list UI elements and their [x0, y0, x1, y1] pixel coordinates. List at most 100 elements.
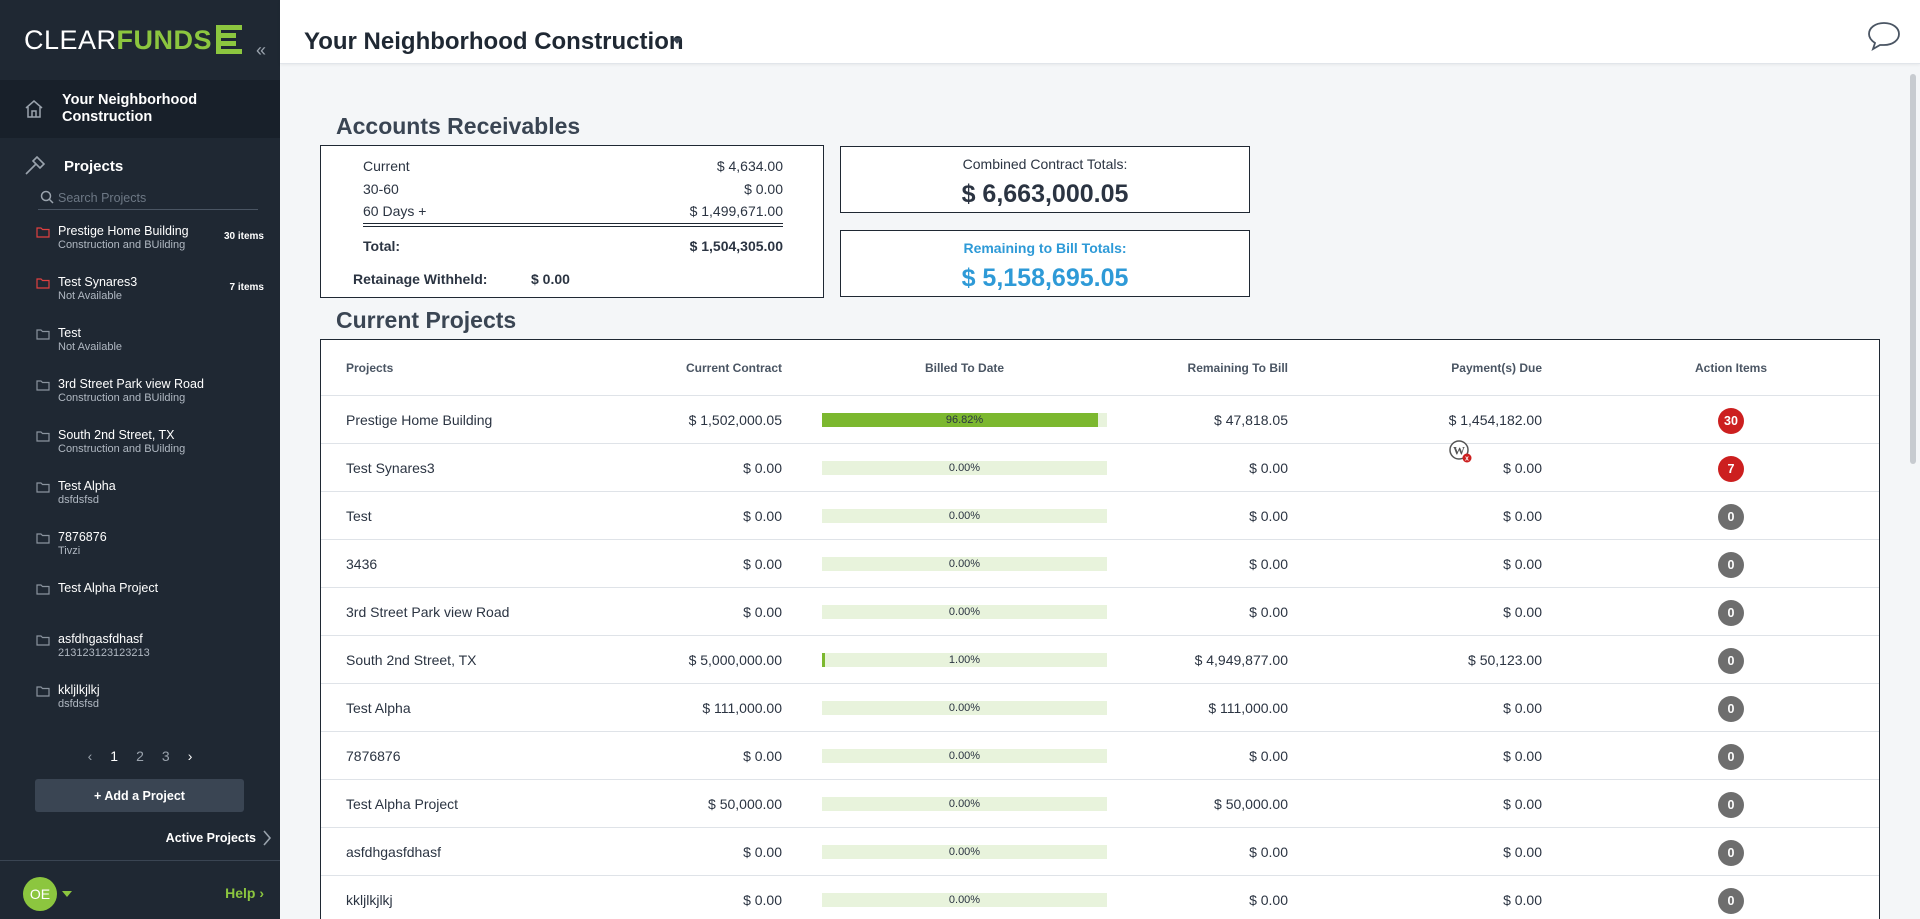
search-projects-input[interactable] [58, 190, 248, 205]
remaining-to-bill-cell: $ 47,818.05 [1214, 412, 1288, 428]
action-items-badge[interactable]: 0 [1718, 696, 1744, 722]
billed-percent: 0.00% [948, 798, 981, 810]
billed-progress-bar: 1.00% [822, 653, 1107, 667]
clearfunds-logo[interactable]: CLEAR FUNDS [24, 23, 243, 57]
billed-progress-bar: 0.00% [822, 605, 1107, 619]
page-1[interactable]: 1 [110, 748, 119, 764]
current-contract-cell: $ 0.00 [743, 844, 782, 860]
project-subtitle: Tivzi [58, 545, 81, 557]
col-billed-to-date[interactable]: Billed To Date [924, 361, 1005, 375]
search-icon [40, 190, 54, 204]
payments-due-cell: $ 0.00 [1503, 556, 1542, 572]
sidebar-project-item[interactable]: kkljlkjlkj dsfdsfsd [0, 681, 280, 732]
sidebar-project-item[interactable]: Prestige Home Building Construction and B… [0, 222, 280, 273]
action-items-badge[interactable]: 0 [1718, 504, 1744, 530]
table-row[interactable]: 7876876 $ 0.00 0.00% $ 0.00 $ 0.00 0 [321, 732, 1879, 780]
project-name-cell[interactable]: 3436 [346, 556, 378, 572]
project-name-cell[interactable]: asfdhgasfdhasf [346, 844, 441, 860]
folder-icon [36, 278, 50, 289]
collapse-sidebar-icon[interactable]: « [255, 40, 266, 60]
project-search [38, 186, 258, 210]
col-action-items[interactable]: Action Items [1694, 361, 1767, 375]
avatar[interactable]: OE [23, 877, 57, 911]
billed-percent: 0.00% [948, 462, 981, 474]
remaining-to-bill-cell: $ 111,000.00 [1208, 700, 1288, 716]
action-items-badge[interactable]: 0 [1718, 552, 1744, 578]
caret-down-icon[interactable] [62, 891, 72, 897]
current-contract-cell: $ 0.00 [743, 508, 782, 524]
sidebar-project-item[interactable]: Test Not Available [0, 324, 280, 375]
action-items-badge[interactable]: 30 [1718, 408, 1744, 434]
project-info: kkljlkjlkj dsfdsfsd [58, 683, 100, 711]
sidebar-project-item[interactable]: Test Synares3 Not Available 7 items [0, 273, 280, 324]
action-items-badge[interactable]: 0 [1718, 792, 1744, 818]
action-items-badge[interactable]: 0 [1718, 840, 1744, 866]
accounts-receivables-heading: Accounts Receivables [336, 113, 581, 139]
help-link[interactable]: Help › [225, 885, 264, 901]
col-payments-due[interactable]: Payment(s) Due [1451, 361, 1542, 375]
action-items-badge[interactable]: 0 [1718, 648, 1744, 674]
sidebar-project-item[interactable]: asfdhgasfdhasf 213123123123213 [0, 630, 280, 681]
table-row[interactable]: Test Alpha Project $ 50,000.00 0.00% $ 50,0… [321, 780, 1879, 828]
project-name-cell[interactable]: 3rd Street Park view Road [346, 604, 510, 620]
caret-down-icon[interactable] [672, 38, 682, 44]
ar-value: $ 4,634.00 [716, 158, 783, 174]
sidebar-project-item[interactable]: Test Alpha dsfdsfsd [0, 477, 280, 528]
page-3[interactable]: 3 [161, 748, 170, 764]
project-info: 3rd Street Park view Road Construction an… [58, 377, 204, 405]
sidebar-project-item[interactable]: Test Alpha Project [0, 579, 280, 630]
projects-label: Projects [64, 157, 124, 175]
table-row[interactable]: Test Alpha $ 111,000.00 0.00% $ 111,000.00 $… [321, 684, 1879, 732]
progress-fill [822, 413, 1098, 427]
project-name-cell[interactable]: Test Alpha Project [346, 796, 459, 812]
table-row[interactable]: Test Synares3 $ 0.00 0.00% $ 0.00 $ 0.00 7 [321, 444, 1879, 492]
project-name-cell[interactable]: Test Alpha [346, 700, 411, 716]
project-subtitle: Construction and BUilding [58, 392, 186, 404]
ar-value: $ 1,499,671.00 [689, 203, 783, 219]
project-name-cell[interactable]: South 2nd Street, TX [346, 652, 477, 668]
action-items-badge[interactable]: 0 [1718, 888, 1744, 914]
sidebar-project-item[interactable]: 3rd Street Park view Road Construction an… [0, 375, 280, 426]
project-name-cell[interactable]: Test Synares3 [346, 460, 435, 476]
next-page-icon[interactable]: › [187, 748, 193, 764]
billed-percent: 0.00% [948, 846, 981, 858]
company-selector-title[interactable]: Your Neighborhood Construction [304, 28, 684, 55]
project-info: 7876876 Tivzi [58, 530, 107, 558]
sidebar-project-item[interactable]: 7876876 Tivzi [0, 528, 280, 579]
folder-icon [36, 329, 50, 340]
project-name-cell[interactable]: Test [346, 508, 372, 524]
project-name-cell[interactable]: 7876876 [346, 748, 401, 764]
sidebar-item-projects[interactable]: Projects [0, 138, 280, 176]
table-row[interactable]: Test $ 0.00 0.00% $ 0.00 $ 0.00 0 [321, 492, 1879, 540]
chat-icon[interactable] [1866, 20, 1902, 52]
col-remaining-to-bill[interactable]: Remaining To Bill [1187, 361, 1288, 375]
table-row[interactable]: 3436 $ 0.00 0.00% $ 0.00 $ 0.00 0 [321, 540, 1879, 588]
action-items-badge[interactable]: 7 [1718, 456, 1744, 482]
add-project-button[interactable]: + Add a Project [35, 779, 244, 812]
prev-page-icon[interactable]: ‹ [87, 748, 93, 764]
table-row[interactable]: Prestige Home Building $ 1,502,000.05 96.8… [321, 396, 1879, 444]
active-projects-link[interactable]: Active Projects [166, 829, 272, 847]
action-items-badge[interactable]: 0 [1718, 600, 1744, 626]
table-row[interactable]: South 2nd Street, TX $ 5,000,000.00 1.00% $… [321, 636, 1879, 684]
project-name-cell[interactable]: kkljlkjlkj [346, 892, 393, 908]
col-current-contract[interactable]: Current Contract [685, 361, 782, 375]
remaining-to-bill-cell: $ 4,949,877.00 [1194, 652, 1288, 668]
current-contract-cell: $ 0.00 [743, 556, 782, 572]
table-row[interactable]: asfdhgasfdhasf $ 0.00 0.00% $ 0.00 $ 0.00 0 [321, 828, 1879, 876]
project-info: Test Not Available [58, 326, 122, 354]
project-name: Prestige Home Building [58, 224, 189, 238]
col-projects[interactable]: Projects [346, 361, 394, 375]
sidebar-project-item[interactable]: South 2nd Street, TX Construction and BUi… [0, 426, 280, 477]
folder-icon [36, 482, 50, 493]
wordpress-badge-icon[interactable]: W x [1449, 440, 1473, 464]
project-name: 7876876 [58, 530, 107, 544]
table-row[interactable]: 3rd Street Park view Road $ 0.00 0.00% $ 0.… [321, 588, 1879, 636]
page-2[interactable]: 2 [136, 748, 144, 764]
sidebar-item-company[interactable]: Your Neighborhood Construction [0, 80, 280, 138]
scrollbar[interactable] [1910, 74, 1916, 464]
table-row[interactable]: kkljlkjlkj $ 0.00 0.00% $ 0.00 $ 0.00 0 [321, 876, 1879, 919]
action-items-badge[interactable]: 0 [1718, 744, 1744, 770]
project-name-cell[interactable]: Prestige Home Building [346, 412, 493, 428]
svg-text:x: x [1465, 456, 1469, 463]
